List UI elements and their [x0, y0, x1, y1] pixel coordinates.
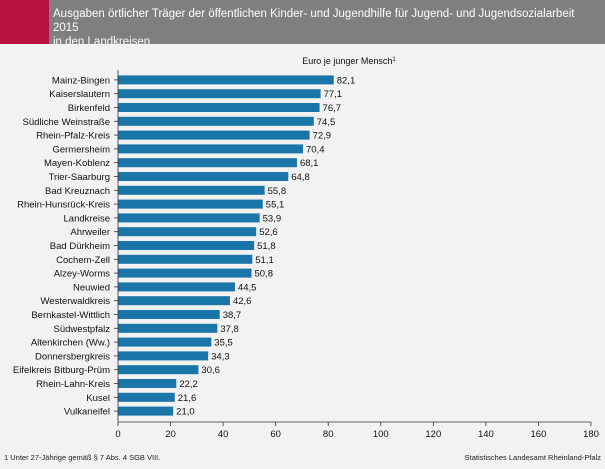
category-label: Rhein-Pfalz-Kreis: [36, 131, 110, 142]
bar: [118, 310, 220, 319]
category-label: Eifelkreis Bitburg-Prüm: [13, 365, 110, 376]
category-label: Ahrweiler: [70, 227, 110, 238]
bar: [118, 158, 297, 168]
x-tick-label: 140: [478, 429, 494, 440]
bar: [118, 130, 310, 140]
bar: [118, 172, 289, 181]
category-label: Mayen-Koblenz: [44, 158, 110, 169]
chart-title: Ausgaben örtlicher Träger der öffentlich…: [53, 8, 575, 48]
category-label: Südwestpfalz: [53, 324, 110, 335]
value-label: 22,2: [179, 379, 198, 390]
category-label: Neuwied: [73, 282, 110, 293]
bar: [118, 282, 235, 292]
value-label: 51,8: [257, 241, 276, 252]
x-tick-label: 180: [583, 429, 599, 440]
category-label: Bad Kreuznach: [45, 186, 110, 197]
category-label: Südliche Weinstraße: [23, 117, 110, 128]
value-label: 44,5: [238, 282, 256, 293]
category-label: Kaiserslautern: [49, 89, 110, 100]
bar: [118, 351, 209, 361]
bar: [118, 185, 265, 195]
category-label: Mainz-Bingen: [52, 75, 110, 86]
x-tick-label: 20: [165, 429, 176, 440]
bar: [118, 337, 212, 347]
category-label: Bernkastel-Wittlich: [31, 310, 110, 321]
bar: [118, 227, 257, 237]
category-label: Trier-Saarburg: [49, 172, 110, 183]
value-label: 52,6: [259, 227, 278, 238]
value-label: 21,6: [178, 393, 197, 404]
value-label: 21,0: [176, 407, 195, 418]
bar: [118, 323, 218, 333]
category-label: Vulkaneifel: [64, 407, 110, 418]
category-label: Rhein-Lahn-Kreis: [36, 379, 110, 390]
accent-block: [0, 0, 49, 44]
bar: [118, 75, 334, 85]
bar: [118, 268, 252, 278]
value-label: 50,8: [254, 269, 272, 280]
value-label: 34,3: [211, 351, 230, 362]
value-label: 35,5: [214, 338, 233, 349]
bar: [118, 379, 177, 388]
category-label: Bad Dürkheim: [50, 241, 110, 252]
value-label: 74,5: [317, 117, 336, 128]
category-label: Cochem-Zell: [56, 255, 110, 266]
bar: [118, 296, 230, 306]
x-tick-label: 40: [218, 429, 229, 440]
bar: [118, 103, 320, 112]
bar: [118, 144, 303, 154]
bar: [118, 392, 175, 402]
x-tick-label: 100: [373, 429, 389, 440]
category-label: Landkreise: [64, 213, 110, 224]
value-label: 51,1: [255, 255, 274, 266]
value-label: 72,9: [313, 131, 332, 142]
category-label: Kusel: [86, 393, 110, 404]
category-label: Westerwaldkreis: [40, 296, 110, 307]
bar: [118, 213, 260, 223]
bar-chart: Euro je junger Mensch1 Mainz-Bingen 82,1 Ka…: [13, 56, 599, 440]
category-label: Alzey-Worms: [54, 269, 111, 280]
x-tick-label: 120: [425, 429, 441, 440]
category-label: Germersheim: [52, 144, 110, 155]
bar: [118, 116, 314, 126]
value-label: 70,4: [306, 144, 325, 155]
category-label: Altenkirchen (Ww.): [31, 338, 110, 349]
x-tick-label: 0: [115, 429, 120, 440]
value-label: 30,6: [201, 365, 220, 376]
value-label: 42,6: [233, 296, 252, 307]
category-label: Donnersbergkreis: [35, 351, 110, 362]
x-tick-label: 80: [323, 429, 334, 440]
value-label: 64,8: [291, 172, 310, 183]
value-label: 55,8: [268, 186, 287, 197]
bar: [118, 199, 263, 209]
bar: [118, 365, 199, 375]
value-label: 37,8: [220, 324, 239, 335]
source-note: Statistisches Landesamt Rheinland-Pfalz: [464, 453, 601, 462]
x-tick-label: 160: [531, 429, 547, 440]
category-label: Rhein-Hunsrück-Kreis: [17, 200, 110, 211]
bar: [118, 241, 255, 250]
footnote: 1 Unter 27-Jährige gemäß § 7 Abs. 4 SGB …: [4, 453, 161, 462]
bar: [118, 254, 253, 264]
value-label: 55,1: [266, 200, 285, 211]
chart-subtitle: Euro je junger Mensch1: [302, 56, 396, 66]
value-label: 68,1: [300, 158, 319, 169]
value-label: 76,7: [323, 103, 342, 114]
bar: [118, 89, 321, 99]
category-label: Birkenfeld: [68, 103, 110, 114]
header-bar: Ausgaben örtlicher Träger der öffentlich…: [0, 0, 605, 48]
value-label: 38,7: [223, 310, 242, 321]
x-tick-label: 60: [270, 429, 281, 440]
bar: [118, 406, 174, 416]
value-label: 53,9: [263, 213, 282, 224]
value-label: 77,1: [324, 89, 343, 100]
value-label: 82,1: [337, 75, 356, 86]
